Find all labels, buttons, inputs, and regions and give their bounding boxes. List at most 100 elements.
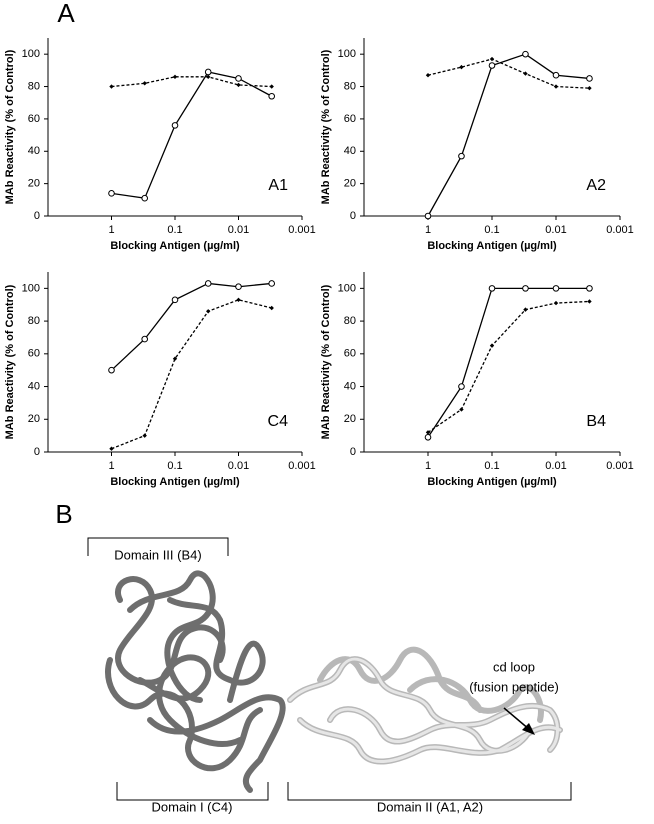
y-tick-label: 0 [350, 210, 356, 222]
y-tick-label: 40 [344, 145, 356, 157]
marker [235, 283, 242, 291]
arrow-head [522, 723, 535, 735]
series-line [427, 58, 590, 89]
marker [236, 82, 241, 88]
y-tick-label: 100 [22, 48, 40, 60]
x-tick-label: 1 [108, 224, 114, 236]
chart-annotation: A2 [586, 177, 606, 194]
domain-label: Domain I (C4) [152, 799, 233, 814]
y-axis-label: MAb Reactivity (% of Control) [4, 284, 16, 439]
x-axis-label: Blocking Antigen (µg/ml) [110, 476, 240, 488]
marker [488, 62, 496, 69]
marker [108, 190, 115, 197]
y-tick-label: 80 [28, 80, 40, 92]
series-line [111, 282, 272, 371]
marker [141, 335, 149, 343]
x-axis-label: Blocking Antigen (µg/ml) [110, 240, 240, 252]
y-tick-label: 40 [28, 380, 40, 392]
y-tick-label: 60 [28, 348, 40, 360]
y-tick-label: 60 [344, 113, 356, 125]
marker [172, 356, 178, 361]
chart-annotation: C4 [268, 413, 289, 430]
x-tick-label: 0.1 [167, 460, 182, 472]
marker [141, 194, 149, 202]
marker [459, 64, 464, 70]
x-tick-label: 0.1 [484, 460, 499, 472]
marker [459, 407, 464, 412]
marker [108, 366, 115, 374]
y-tick-label: 40 [28, 145, 40, 157]
y-tick-label: 100 [22, 282, 40, 294]
marker [206, 74, 211, 80]
chart-annotation: B4 [586, 413, 606, 430]
y-tick-label: 20 [344, 413, 356, 425]
marker [587, 299, 592, 304]
y-tick-label: 60 [28, 113, 40, 125]
marker [235, 75, 242, 82]
x-axis-label: Blocking Antigen (µg/ml) [427, 476, 557, 488]
marker [269, 84, 274, 89]
bracket [87, 537, 229, 556]
annotation: cd loop [493, 659, 535, 674]
x-tick-label: 0.01 [545, 224, 566, 236]
x-tick-label: 0.001 [606, 460, 634, 472]
axis [363, 272, 620, 453]
marker [489, 343, 495, 348]
series-line [427, 300, 590, 433]
domain-label: Domain II (A1, A2) [377, 799, 483, 814]
marker [424, 433, 432, 441]
marker [142, 433, 147, 438]
y-tick-label: 100 [338, 282, 356, 294]
marker [109, 84, 114, 89]
series-line [111, 71, 273, 199]
marker [586, 75, 593, 82]
y-axis-label: MAb Reactivity (% of Control) [320, 284, 332, 439]
x-axis-label: Blocking Antigen (µg/ml) [427, 240, 557, 252]
marker [489, 56, 495, 62]
annotation: (fusion peptide) [469, 679, 559, 694]
x-tick-label: 1 [108, 460, 114, 472]
marker [424, 212, 432, 220]
bracket [116, 782, 269, 801]
y-tick-label: 80 [344, 315, 356, 327]
marker [236, 297, 241, 303]
y-tick-label: 20 [28, 413, 40, 425]
x-tick-label: 0.1 [167, 224, 182, 236]
y-tick-label: 100 [338, 48, 356, 60]
y-tick-label: 20 [28, 178, 40, 190]
y-tick-label: 80 [28, 315, 40, 327]
marker [488, 285, 496, 292]
marker [172, 74, 178, 80]
marker [269, 305, 274, 311]
x-tick-label: 0.001 [288, 460, 316, 472]
series-line [111, 299, 272, 450]
series-line [427, 287, 590, 438]
panel-label: B [55, 499, 72, 529]
marker [586, 285, 593, 292]
x-tick-label: 0.01 [228, 224, 249, 236]
marker [522, 285, 529, 292]
marker [553, 300, 559, 306]
y-tick-label: 80 [344, 80, 356, 92]
marker [458, 383, 465, 390]
chart-annotation: A1 [268, 177, 288, 194]
protein-structure [105, 570, 563, 793]
marker [458, 152, 465, 160]
marker [171, 296, 179, 304]
marker [171, 122, 179, 129]
marker [268, 280, 276, 287]
bracket [287, 782, 572, 801]
x-tick-label: 1 [425, 460, 431, 472]
y-tick-label: 40 [344, 380, 356, 392]
series-line [111, 76, 272, 88]
x-tick-label: 0.001 [288, 224, 316, 236]
marker [523, 71, 528, 76]
x-tick-label: 0.01 [545, 460, 566, 472]
marker [552, 285, 560, 292]
x-tick-label: 0.1 [484, 224, 499, 236]
marker [552, 71, 560, 79]
series-line [427, 53, 590, 217]
y-axis-label: MAb Reactivity (% of Control) [4, 49, 16, 204]
marker [268, 92, 276, 100]
